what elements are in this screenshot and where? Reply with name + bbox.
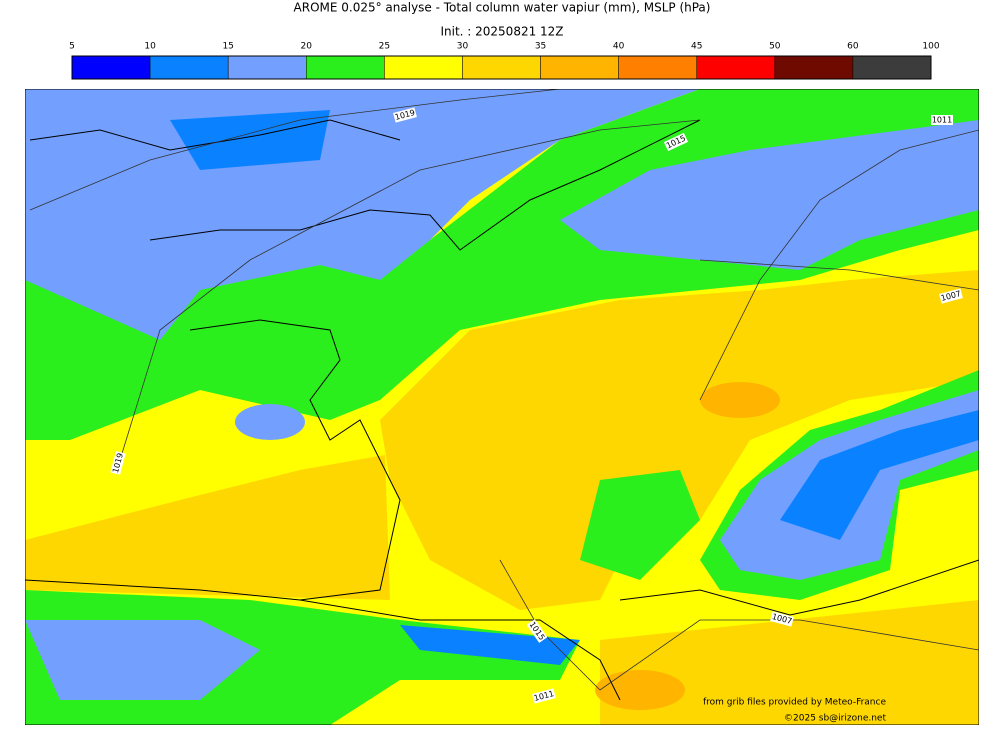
colorbar-tick-label: 10: [144, 42, 156, 52]
colorbar-segment: [227, 55, 307, 80]
colorbar-segment: [852, 55, 932, 80]
colorbar-tick-label: 15: [222, 42, 233, 52]
colorbar-tick-label: 35: [535, 42, 546, 52]
field-mid-blue: [170, 110, 330, 170]
colorbar-tick-label: 45: [691, 42, 702, 52]
colorbar-tick-label: 60: [847, 42, 859, 52]
field-gold: [600, 600, 979, 725]
isobar-label-bg: [939, 288, 963, 304]
field-blue: [25, 620, 260, 700]
isobar-label-bg: [770, 611, 794, 627]
colorbar-tick-label: 20: [301, 42, 313, 52]
colorbar-segment: [149, 55, 229, 80]
field-blue: [560, 120, 979, 270]
colorbar-tick-label: 5: [69, 42, 75, 52]
colorbar-segment: [71, 55, 151, 80]
field-mid-blue: [780, 410, 979, 540]
colorbar-segment: [306, 55, 385, 80]
isobar-label-bg: [526, 619, 548, 643]
colorbar-tick-label: 30: [457, 42, 469, 52]
colorbar-tick-label: 50: [769, 42, 781, 52]
isobar-label-bg: [110, 451, 126, 475]
field-green: [580, 470, 700, 580]
field-orange: [595, 670, 685, 710]
colorbar-tick-label: 40: [613, 42, 625, 52]
colorbar-tick-label: 25: [379, 42, 390, 52]
field-mid-blue: [400, 625, 580, 665]
colorbar-segment: [540, 55, 619, 80]
isobars: [29, 89, 979, 691]
isobar-label-bg: [393, 107, 417, 123]
colorbar-frame: [71, 55, 932, 80]
colorbar-segment: [384, 55, 463, 80]
colorbar-segment: [462, 55, 541, 80]
colorbar-segment: [774, 55, 854, 80]
isobar-label-bg: [663, 132, 689, 152]
colorbar: 5 10 15 20 25 30 35 40 45 50 60 100: [69, 42, 940, 80]
credit: ©2025 sb@irizone.net: [784, 714, 886, 724]
credit: from grib files provided by Meteo-France: [703, 698, 886, 708]
coastlines: [25, 119, 979, 701]
isobar-label: 1011: [932, 116, 952, 125]
isobar-label-bg: [532, 688, 556, 704]
colorbar-segment: [696, 55, 776, 80]
field-gold: [380, 270, 979, 610]
colorbar-tick-label: 100: [922, 42, 939, 52]
isobar-label-bg: [931, 115, 953, 125]
colorbar-segment: [618, 55, 697, 80]
field-blue: [235, 404, 305, 440]
field-orange: [700, 382, 780, 418]
subtitle: Init. : 20250821 12Z: [440, 25, 563, 39]
title: AROME 0.025° analyse - Total column wate…: [294, 1, 711, 15]
field-gold: [25, 455, 390, 600]
